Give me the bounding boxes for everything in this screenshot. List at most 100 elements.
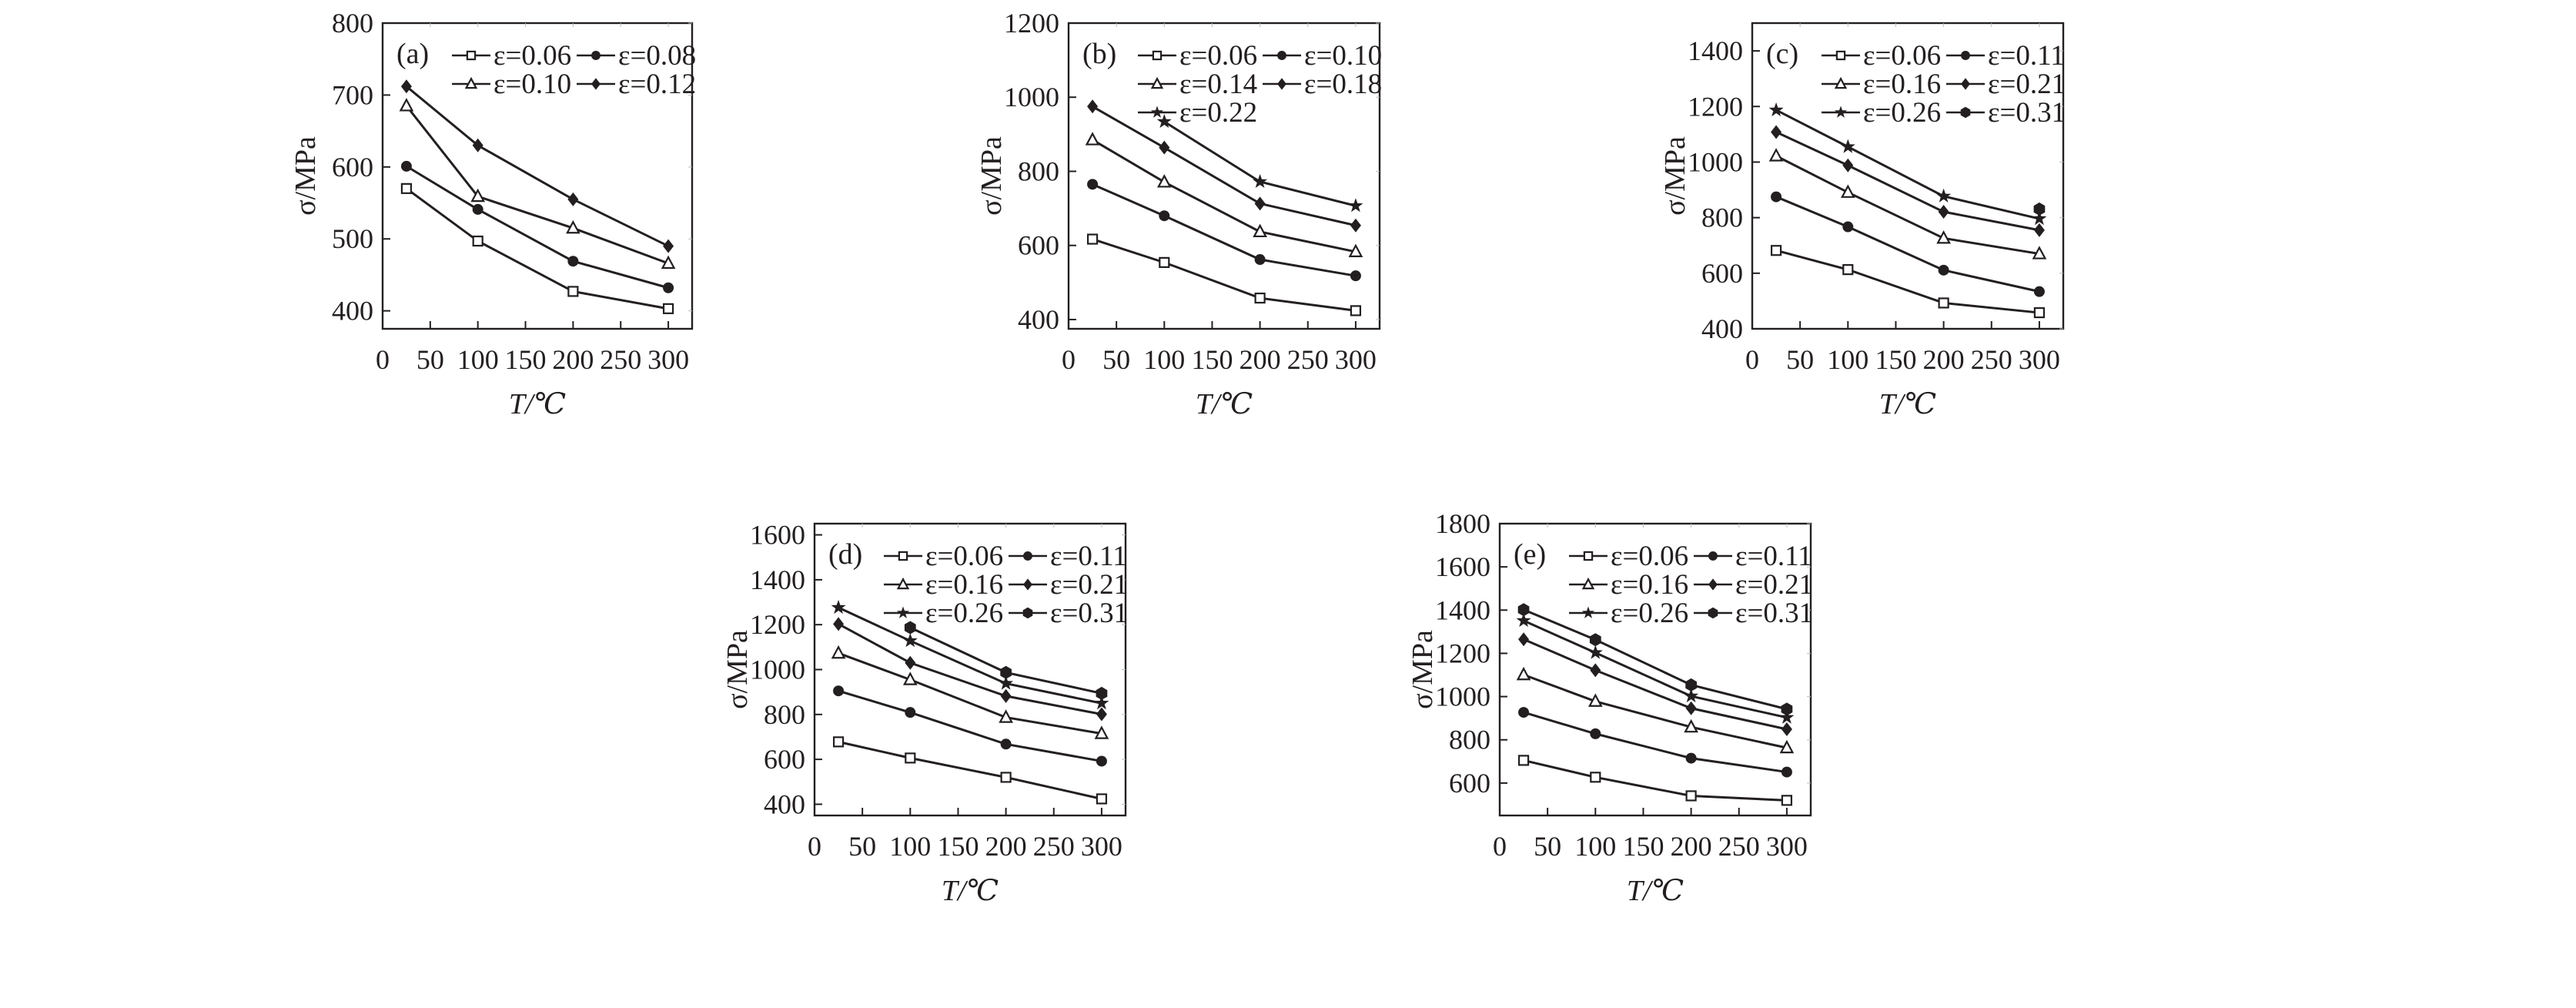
legend-marker	[896, 606, 910, 618]
series-line	[1523, 638, 1788, 731]
y-axis-label: σ/MPa	[1407, 630, 1439, 709]
x-tick-label: 150	[505, 344, 547, 375]
legend-label: ε=0.14	[1179, 69, 1257, 100]
plot-frame	[1751, 22, 2065, 330]
data-point	[902, 671, 918, 685]
y-tick-label: 800	[332, 8, 373, 39]
x-tick-label: 200	[1923, 344, 1965, 375]
legend-label: ε=0.12	[618, 69, 696, 100]
data-point	[1779, 709, 1795, 724]
legend-label: ε=0.11	[1050, 541, 1127, 572]
series-line	[838, 651, 1102, 735]
data-point	[999, 675, 1014, 690]
data-point	[1938, 205, 1949, 219]
x-tick-label: 100	[1827, 344, 1868, 375]
data-point	[2033, 223, 2045, 237]
y-tick-label: 600	[332, 152, 373, 183]
series-line	[1092, 183, 1357, 277]
x-tick-label: 250	[1033, 831, 1075, 862]
data-point	[1156, 114, 1172, 129]
legend-entry: ε=0.06	[452, 40, 571, 72]
legend-entry: ε=0.06	[1569, 541, 1688, 572]
data-point	[661, 255, 676, 270]
chart-panel-e: 0 50 100 150 200 250 300 600 800 1000 1200 1400 1600…	[1407, 508, 1813, 907]
legend-marker	[1152, 50, 1163, 61]
series-ε=0.12	[400, 79, 674, 253]
legend-entry: ε=0.14	[1138, 69, 1257, 100]
data-point	[1517, 755, 1530, 766]
series-ε=0.21	[833, 617, 1107, 722]
y-tick-label: 800	[1018, 156, 1059, 186]
x-tick-label: 200	[552, 344, 594, 375]
data-point	[1096, 707, 1107, 722]
data-point	[833, 617, 845, 631]
data-point	[1159, 256, 1170, 268]
legend-entry: ε=0.16	[884, 569, 1003, 601]
legend-marker	[1023, 551, 1032, 561]
data-point	[1590, 772, 1601, 783]
series-line	[405, 105, 669, 265]
data-point	[1350, 305, 1362, 316]
series-ε=0.26	[1768, 102, 2047, 226]
series-line	[1523, 619, 1788, 719]
series-line	[838, 622, 1102, 715]
legend-entry: ε=0.10	[1263, 40, 1382, 72]
series-ε=0.11	[833, 685, 1107, 767]
legend-label: ε=0.31	[1988, 97, 2066, 129]
legend-entry: ε=0.11	[1694, 541, 1812, 572]
series-ε=0.16	[831, 645, 1109, 739]
x-tick-label: 250	[1971, 344, 2012, 375]
data-point	[1348, 198, 1363, 213]
series-line	[1775, 249, 2040, 314]
data-point	[1685, 701, 1697, 715]
series-ε=0.06	[1517, 755, 1793, 806]
series-ε=0.06	[1770, 245, 2046, 319]
series-ε=0.11	[1518, 707, 1792, 778]
data-point	[1086, 233, 1099, 245]
legend-marker	[1583, 551, 1594, 561]
data-point	[1096, 793, 1108, 805]
data-point	[663, 282, 674, 293]
data-point	[567, 286, 579, 297]
series-line	[1092, 139, 1357, 253]
series-ε=0.14	[1085, 132, 1363, 258]
series-ε=0.26	[831, 600, 1109, 710]
data-point	[1253, 223, 1267, 238]
legend-entry: ε=0.22	[1138, 97, 1257, 129]
x-tick-label: 200	[1239, 344, 1281, 375]
data-point	[905, 655, 916, 670]
x-tick-label: 150	[1875, 344, 1916, 375]
x-axis-label: T/℃	[1879, 388, 1936, 420]
legend-label: ε=0.11	[1988, 40, 2065, 72]
data-point	[1781, 766, 1792, 778]
legend-marker	[1581, 577, 1595, 590]
series-ε=0.06	[1086, 233, 1362, 316]
x-tick-label: 300	[2019, 344, 2060, 375]
data-point	[400, 183, 413, 194]
legend-entry: ε=0.16	[1569, 569, 1688, 601]
y-tick-label: 500	[332, 223, 373, 254]
legend-entry: ε=0.31	[1009, 598, 1128, 629]
legend-label: ε=0.08	[618, 40, 696, 72]
series-line	[838, 689, 1102, 762]
data-point	[1936, 230, 1951, 244]
data-point	[1781, 722, 1792, 736]
y-tick-label: 1400	[1435, 594, 1490, 625]
legend-entry: ε=0.26	[1569, 598, 1688, 629]
legend-marker	[1834, 76, 1848, 89]
series-ε=0.22	[1156, 114, 1363, 213]
data-point	[1589, 633, 1601, 647]
legend-label: ε=0.26	[1863, 97, 1941, 129]
legend-entry: ε=0.10	[452, 69, 571, 100]
panel-label: (a)	[396, 38, 429, 70]
x-tick-label: 200	[985, 831, 1027, 862]
legend-label: ε=0.06	[493, 40, 571, 72]
legend-marker	[1835, 50, 1846, 61]
legend-marker	[464, 76, 478, 89]
data-point	[1779, 739, 1795, 754]
legend-marker	[1277, 51, 1286, 60]
x-axis-label: T/℃	[942, 875, 999, 907]
x-tick-label: 100	[1574, 831, 1616, 862]
x-tick-label: 100	[889, 831, 931, 862]
data-point	[400, 79, 412, 94]
